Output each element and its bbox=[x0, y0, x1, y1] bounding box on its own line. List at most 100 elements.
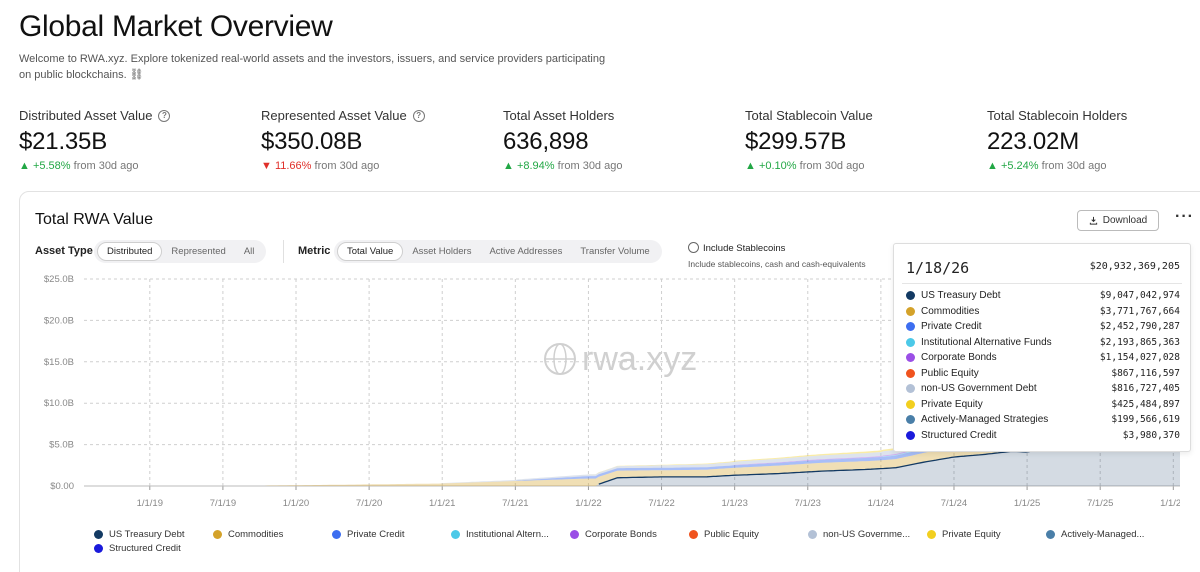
kpi-period: from 30d ago bbox=[1041, 160, 1107, 172]
legend-item[interactable]: non-US Governme... bbox=[808, 529, 910, 540]
kpi-label: Distributed Asset Value bbox=[19, 108, 153, 123]
down-arrow-icon: ▼ bbox=[261, 160, 272, 172]
rwa-area-chart[interactable]: $0.00 $5.0B $10.0B $15.0B $20.0B $25.0B 1/1/19… bbox=[20, 267, 1180, 537]
x-tick-label: 7/1/25 bbox=[1087, 498, 1113, 509]
intro-text: Welcome to RWA.xyz. Explore tokenized re… bbox=[19, 53, 606, 81]
legend-label: Institutional Altern... bbox=[466, 529, 549, 540]
tooltip-row: Public Equity $867,116,597 bbox=[906, 366, 1180, 382]
legend-label: Private Credit bbox=[347, 529, 405, 540]
metric-active-addresses[interactable]: Active Addresses bbox=[489, 246, 563, 257]
asset-type-selector: Distributed Represented All bbox=[94, 240, 267, 263]
tooltip-series-value: $199,566,619 bbox=[1111, 414, 1180, 426]
tooltip-row: Structured Credit $3,980,370 bbox=[906, 428, 1180, 444]
legend-color-dot bbox=[927, 530, 936, 539]
y-tick-label: $10.0B bbox=[44, 398, 74, 409]
x-tick-label: 7/1/22 bbox=[648, 498, 674, 509]
stablecoin-toggle-label: Include Stablecoins bbox=[703, 243, 786, 254]
kpi-label: Total Asset Holders bbox=[503, 108, 615, 123]
legend-color-dot bbox=[570, 530, 579, 539]
tooltip-series-value: $3,771,767,664 bbox=[1099, 305, 1180, 317]
legend-color-dot bbox=[808, 530, 817, 539]
help-icon[interactable]: ? bbox=[412, 109, 425, 122]
x-tick-label: 1/1/20 bbox=[283, 498, 309, 509]
legend-label: Public Equity bbox=[704, 529, 759, 540]
tooltip-row: Private Credit $2,452,790,287 bbox=[906, 319, 1180, 335]
tooltip-series-value: $1,154,027,028 bbox=[1099, 352, 1180, 364]
watermark-text: rwa.xyz bbox=[582, 340, 697, 378]
tooltip-row: Actively-Managed Strategies $199,566,619 bbox=[906, 412, 1180, 428]
x-tick-label: 1/1/22 bbox=[575, 498, 601, 509]
kpi-period: from 30d ago bbox=[799, 160, 865, 172]
total-rwa-value-card: Total RWA Value Download ··· Asset Type … bbox=[19, 191, 1200, 572]
kpi-period: from 30d ago bbox=[557, 160, 623, 172]
asset-type-distributed[interactable]: Distributed bbox=[97, 242, 163, 261]
tooltip-row: Commodities $3,771,767,664 bbox=[906, 304, 1180, 320]
series-color-dot bbox=[906, 353, 915, 363]
kpi-value: $299.57B bbox=[745, 128, 847, 155]
asset-type-represented[interactable]: Represented bbox=[171, 246, 226, 257]
legend-label: Private Equity bbox=[942, 529, 1001, 540]
kpi-value: $21.35B bbox=[19, 128, 108, 155]
asset-type-all[interactable]: All bbox=[243, 246, 255, 257]
series-color-dot bbox=[906, 384, 915, 394]
legend-item[interactable]: Private Credit bbox=[332, 529, 405, 540]
series-color-dot bbox=[906, 430, 915, 440]
y-tick-label: $20.0B bbox=[44, 315, 74, 326]
tooltip-total: $20,932,369,205 bbox=[1089, 261, 1180, 272]
up-arrow-icon: ▲ bbox=[745, 160, 756, 172]
up-arrow-icon: ▲ bbox=[19, 160, 30, 172]
series-color-dot bbox=[906, 368, 915, 378]
kpi-represented-asset-value: Represented Asset Value? $350.08B ▼ 11.6… bbox=[261, 108, 425, 172]
x-tick-label: 7/1/20 bbox=[356, 498, 382, 509]
legend-item[interactable]: Corporate Bonds bbox=[570, 529, 657, 540]
tooltip-series-value: $2,193,865,363 bbox=[1099, 336, 1180, 348]
radio-icon[interactable] bbox=[688, 242, 699, 253]
legend-item[interactable]: Commodities bbox=[213, 529, 283, 540]
metric-transfer-volume[interactable]: Transfer Volume bbox=[580, 246, 650, 257]
x-tick-label: 7/1/24 bbox=[941, 498, 967, 509]
legend-item[interactable]: Institutional Altern... bbox=[451, 529, 549, 540]
kpi-delta: 11.66% bbox=[274, 160, 312, 172]
metric-asset-holders[interactable]: Asset Holders bbox=[412, 246, 472, 257]
kpi-label: Total Stablecoin Holders bbox=[987, 108, 1128, 123]
kpi-total-stablecoin-value: Total Stablecoin Value $299.57B ▲ +0.10%… bbox=[745, 108, 873, 172]
tooltip-series-name: US Treasury Debt bbox=[921, 290, 1001, 302]
tooltip-series-name: non-US Government Debt bbox=[921, 383, 1037, 395]
kpi-delta: +5.24% bbox=[1000, 160, 1039, 172]
y-tick-label: $0.00 bbox=[50, 481, 74, 492]
tooltip-row: Private Equity $425,484,897 bbox=[906, 397, 1180, 413]
series-color-dot bbox=[906, 415, 915, 425]
legend-label: US Treasury Debt bbox=[109, 529, 185, 540]
tooltip-series-name: Structured Credit bbox=[921, 429, 997, 441]
kpi-value: $350.08B bbox=[261, 128, 363, 155]
tooltip-row: non-US Government Debt $816,727,405 bbox=[906, 381, 1180, 397]
tooltip-series-name: Institutional Alternative Funds bbox=[921, 336, 1052, 348]
tooltip-series-name: Public Equity bbox=[921, 367, 979, 379]
tooltip-series-name: Actively-Managed Strategies bbox=[921, 414, 1049, 426]
x-tick-label: 1/1/25 bbox=[1014, 498, 1040, 509]
legend-item[interactable]: Public Equity bbox=[689, 529, 759, 540]
series-color-dot bbox=[906, 306, 915, 316]
legend-item[interactable]: Private Equity bbox=[927, 529, 1001, 540]
tooltip-row: Institutional Alternative Funds $2,193,86… bbox=[906, 335, 1180, 351]
include-stablecoins-toggle[interactable]: Include Stablecoins Include stablecoins,… bbox=[688, 238, 866, 269]
x-tick-label: 1/1/21 bbox=[429, 498, 455, 509]
legend-item[interactable]: Actively-Managed... bbox=[1046, 529, 1144, 540]
tooltip-series-value: $816,727,405 bbox=[1111, 383, 1180, 395]
download-button[interactable]: Download bbox=[1077, 210, 1159, 231]
tooltip-series-value: $867,116,597 bbox=[1111, 367, 1180, 379]
legend-item[interactable]: US Treasury Debt bbox=[94, 529, 185, 540]
kpi-value: 636,898 bbox=[503, 128, 589, 155]
kpi-period: from 30d ago bbox=[314, 160, 380, 172]
help-icon[interactable]: ? bbox=[158, 109, 171, 122]
x-tick-label: 1/1/19 bbox=[137, 498, 163, 509]
legend-label: Structured Credit bbox=[109, 543, 181, 554]
more-horizontal-icon[interactable]: ··· bbox=[1175, 208, 1194, 225]
kpi-period: from 30d ago bbox=[73, 160, 139, 172]
card-title: Total RWA Value bbox=[35, 211, 153, 228]
tooltip-series-name: Private Equity bbox=[921, 398, 983, 410]
series-color-dot bbox=[906, 399, 915, 409]
series-color-dot bbox=[906, 337, 915, 347]
legend-item[interactable]: Structured Credit bbox=[94, 543, 181, 554]
metric-total-value[interactable]: Total Value bbox=[337, 242, 404, 261]
